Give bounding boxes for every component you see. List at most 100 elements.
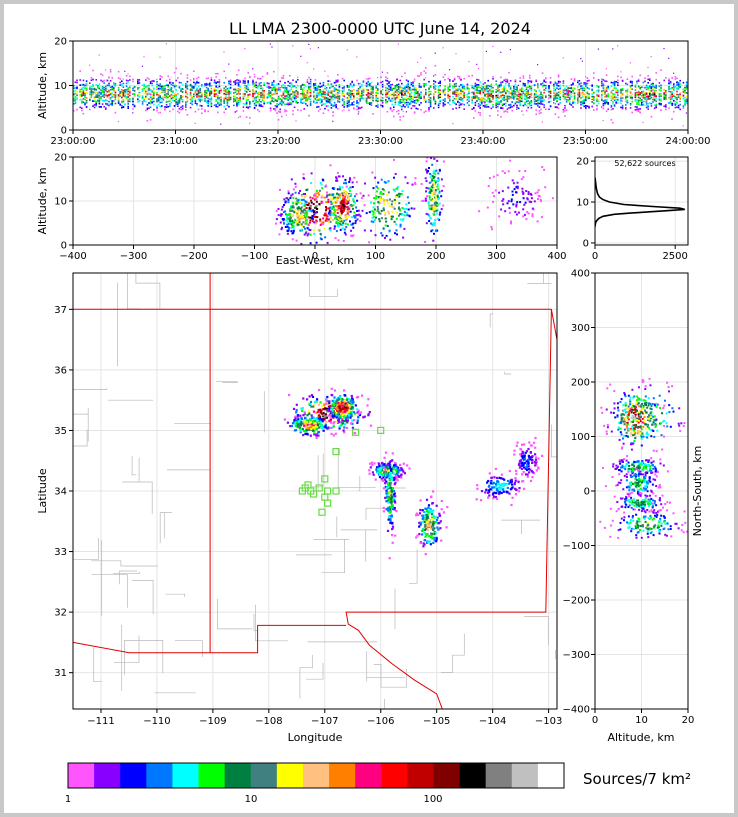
- time-altitude-source: [362, 87, 365, 90]
- time-altitude-source: [460, 84, 462, 86]
- time-altitude-source: [519, 98, 521, 100]
- time-altitude-source: [396, 91, 398, 93]
- eastwest-altitude-source: [352, 222, 355, 225]
- time-altitude-source: [300, 88, 302, 90]
- time-altitude-source: [93, 96, 96, 99]
- time-altitude-source: [538, 90, 541, 92]
- time-altitude-source: [517, 99, 520, 101]
- time-altitude-source: [175, 85, 177, 87]
- time-altitude-source: [317, 88, 320, 91]
- time-altitude-source: [132, 98, 134, 100]
- time-altitude-source: [359, 86, 361, 88]
- time-altitude-source: [229, 96, 232, 99]
- time-altitude-source: [335, 81, 337, 83]
- time-altitude-source: [223, 51, 225, 53]
- time-altitude-source: [522, 77, 525, 79]
- time-altitude-source: [602, 89, 605, 92]
- time-altitude-source: [161, 88, 163, 91]
- time-altitude-source: [671, 96, 673, 98]
- time-altitude-source: [508, 95, 510, 98]
- time-altitude-source: [388, 86, 390, 88]
- eastwest-altitude-source: [333, 208, 336, 211]
- time-altitude-source: [172, 91, 174, 93]
- time-altitude-source: [669, 80, 672, 83]
- time-altitude-source: [122, 99, 125, 102]
- time-altitude-source: [108, 104, 110, 107]
- time-altitude-source: [234, 111, 236, 113]
- time-altitude-source: [170, 91, 173, 94]
- time-altitude-source: [476, 86, 478, 89]
- time-altitude-source: [173, 105, 176, 107]
- time-altitude-source: [634, 96, 637, 99]
- time-altitude-source: [653, 86, 656, 88]
- time-altitude-source: [234, 98, 237, 100]
- time-altitude-source: [447, 86, 449, 89]
- time-altitude-source: [210, 77, 213, 79]
- eastwest-altitude-source: [348, 178, 351, 181]
- time-altitude-source: [482, 83, 485, 85]
- time-altitude-source: [479, 89, 481, 92]
- time-altitude-source: [220, 95, 222, 98]
- time-altitude-source: [642, 97, 645, 99]
- time-altitude-source: [92, 85, 94, 87]
- time-altitude-source: [113, 87, 115, 90]
- time-altitude-source: [226, 93, 228, 95]
- time-altitude-source: [269, 109, 272, 112]
- time-altitude-source: [313, 87, 315, 90]
- time-altitude-source: [337, 91, 339, 94]
- time-altitude-source: [581, 96, 584, 98]
- time-altitude-source: [625, 100, 627, 103]
- time-altitude-source: [631, 97, 633, 100]
- time-altitude-source: [253, 104, 256, 107]
- time-altitude-source: [585, 91, 587, 94]
- time-altitude-source: [509, 106, 512, 109]
- time-altitude-source: [685, 84, 688, 87]
- time-altitude-source: [137, 88, 139, 90]
- time-altitude-source: [341, 89, 344, 92]
- time-altitude-source: [319, 102, 321, 104]
- time-altitude-source: [247, 107, 249, 109]
- eastwest-altitude-source: [314, 215, 317, 218]
- time-altitude-source: [117, 96, 120, 98]
- time-altitude-source: [495, 106, 497, 109]
- time-altitude-source: [362, 91, 365, 94]
- time-altitude-source: [330, 102, 333, 105]
- time-altitude-source: [159, 78, 161, 80]
- time-altitude-source: [586, 97, 589, 99]
- time-altitude-source: [553, 85, 555, 87]
- time-altitude-source: [402, 87, 405, 90]
- time-altitude-source: [178, 97, 181, 100]
- time-altitude-source: [300, 101, 302, 103]
- eastwest-altitude-source: [346, 208, 349, 211]
- time-altitude-source: [191, 89, 193, 91]
- time-altitude-source: [514, 83, 517, 86]
- time-altitude-source: [479, 106, 481, 108]
- time-altitude-source: [173, 97, 176, 99]
- time-altitude-source: [237, 83, 240, 86]
- time-altitude-source: [106, 88, 109, 91]
- time-altitude-source: [209, 90, 211, 92]
- time-altitude-source: [516, 101, 518, 103]
- time-altitude-source: [517, 101, 520, 104]
- time-altitude-source: [124, 91, 126, 94]
- time-altitude-source: [514, 86, 517, 88]
- time-altitude-source: [207, 77, 209, 80]
- time-altitude-source: [215, 85, 217, 88]
- time-altitude-source: [500, 76, 502, 79]
- time-altitude-source: [98, 94, 101, 97]
- time-altitude-source: [626, 96, 629, 98]
- time-altitude-source: [444, 79, 446, 81]
- time-altitude-source: [89, 93, 91, 96]
- time-altitude-source: [570, 86, 573, 89]
- time-altitude-source: [484, 93, 486, 96]
- time-altitude-source: [129, 88, 131, 90]
- time-altitude-source: [466, 93, 469, 95]
- time-altitude-source: [615, 81, 617, 83]
- time-altitude-source: [306, 100, 309, 102]
- eastwest-altitude-source: [318, 203, 321, 206]
- time-altitude-source: [124, 70, 126, 72]
- time-altitude-source: [295, 98, 297, 101]
- time-altitude-source: [471, 102, 473, 104]
- time-altitude-source: [559, 81, 561, 83]
- time-altitude-source: [255, 99, 257, 102]
